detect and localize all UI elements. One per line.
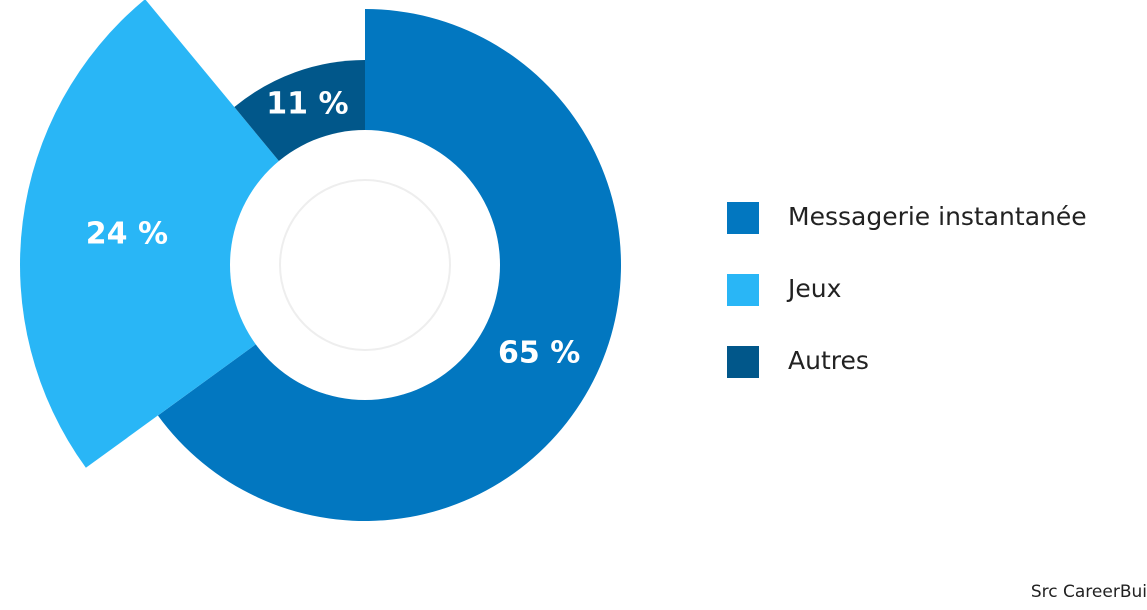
legend-swatch [727,202,759,234]
source: Src CareerBui [1031,582,1147,602]
legend-label: Messagerie instantanée [788,202,1087,231]
legend-swatch [727,274,759,306]
legend-label: Jeux [786,274,841,303]
legend-label: Autres [788,346,869,375]
data-label: 65 % [498,335,580,370]
data-label: 11 % [266,87,348,122]
pie-slice [20,0,365,468]
data-label: 24 % [86,216,168,251]
inner-ring [279,179,451,351]
legend-swatch [727,346,759,378]
donut-hole [230,130,500,400]
